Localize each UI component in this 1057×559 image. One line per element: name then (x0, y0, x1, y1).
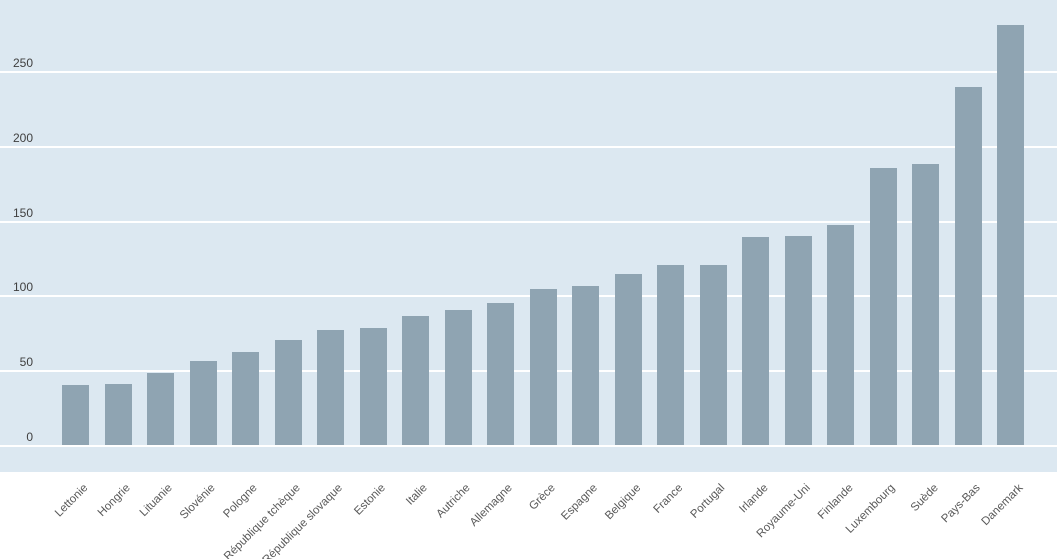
x-axis-label: Danemark (979, 482, 1026, 529)
y-tick-label: 150 (12, 206, 33, 220)
bar-lettonie (62, 385, 89, 445)
x-axis-label: Suède (908, 482, 941, 515)
bar-portugal (700, 265, 727, 445)
bar-lituanie (147, 373, 174, 445)
bar-slov-nie (190, 361, 217, 445)
x-axis-label: Finlande (815, 482, 856, 522)
bar-autriche (445, 310, 472, 445)
x-axis-label: Italie (404, 482, 431, 508)
gridline-200 (0, 146, 1057, 148)
x-axis-label: Pays-Bas (939, 482, 983, 526)
y-tick-label: 250 (12, 56, 33, 70)
bar-danemark (997, 25, 1024, 445)
bar-finlande (827, 225, 854, 445)
bar-hongrie (105, 384, 132, 445)
bar-gr-ce (530, 289, 557, 445)
bar-pologne (232, 352, 259, 445)
bar-estonie (360, 328, 387, 445)
x-axis-label: Autriche (434, 482, 473, 521)
x-axis-label: Lituanie (138, 482, 176, 519)
bar-r-publique-slovaque (317, 330, 344, 445)
x-axis-label: République tchèque (221, 482, 303, 559)
bar-france (657, 265, 684, 445)
bar-belgique (615, 274, 642, 445)
bar-allemagne (487, 303, 514, 445)
gridline-250 (0, 71, 1057, 73)
y-tick-label: 0 (26, 430, 33, 444)
x-axis-label: Irlande (736, 482, 771, 516)
y-tick-label: 100 (12, 280, 33, 294)
bar-su-de (912, 164, 939, 445)
gridline-150 (0, 221, 1057, 223)
bar-royaume-uni (785, 236, 812, 445)
x-axis-label: Espagne (559, 482, 601, 523)
gridline-100 (0, 295, 1057, 297)
bar-irlande (742, 237, 769, 445)
bar-luxembourg (870, 168, 897, 445)
bar-espagne (572, 286, 599, 445)
y-tick-label: 50 (19, 355, 33, 369)
x-axis-label: Lettonie (52, 482, 90, 520)
x-axis-label: Slovénie (177, 482, 218, 522)
x-axis-label: Estonie (352, 482, 388, 518)
x-axis-label: France (651, 482, 686, 516)
y-tick-label: 200 (12, 131, 33, 145)
x-axis-label: Portugal (689, 482, 728, 521)
x-axis-label: Hongrie (95, 482, 133, 519)
x-axis-label: Pologne (221, 482, 261, 521)
x-axis-label: Belgique (602, 482, 643, 523)
gridline-0 (0, 445, 1057, 447)
gridline-50 (0, 370, 1057, 372)
x-axis-label: Grèce (527, 482, 558, 513)
bar-pays-bas (955, 87, 982, 445)
bar-r-publique-tch-que (275, 340, 302, 445)
x-axis-label: Allemagne (468, 482, 516, 529)
bar-italie (402, 316, 429, 445)
